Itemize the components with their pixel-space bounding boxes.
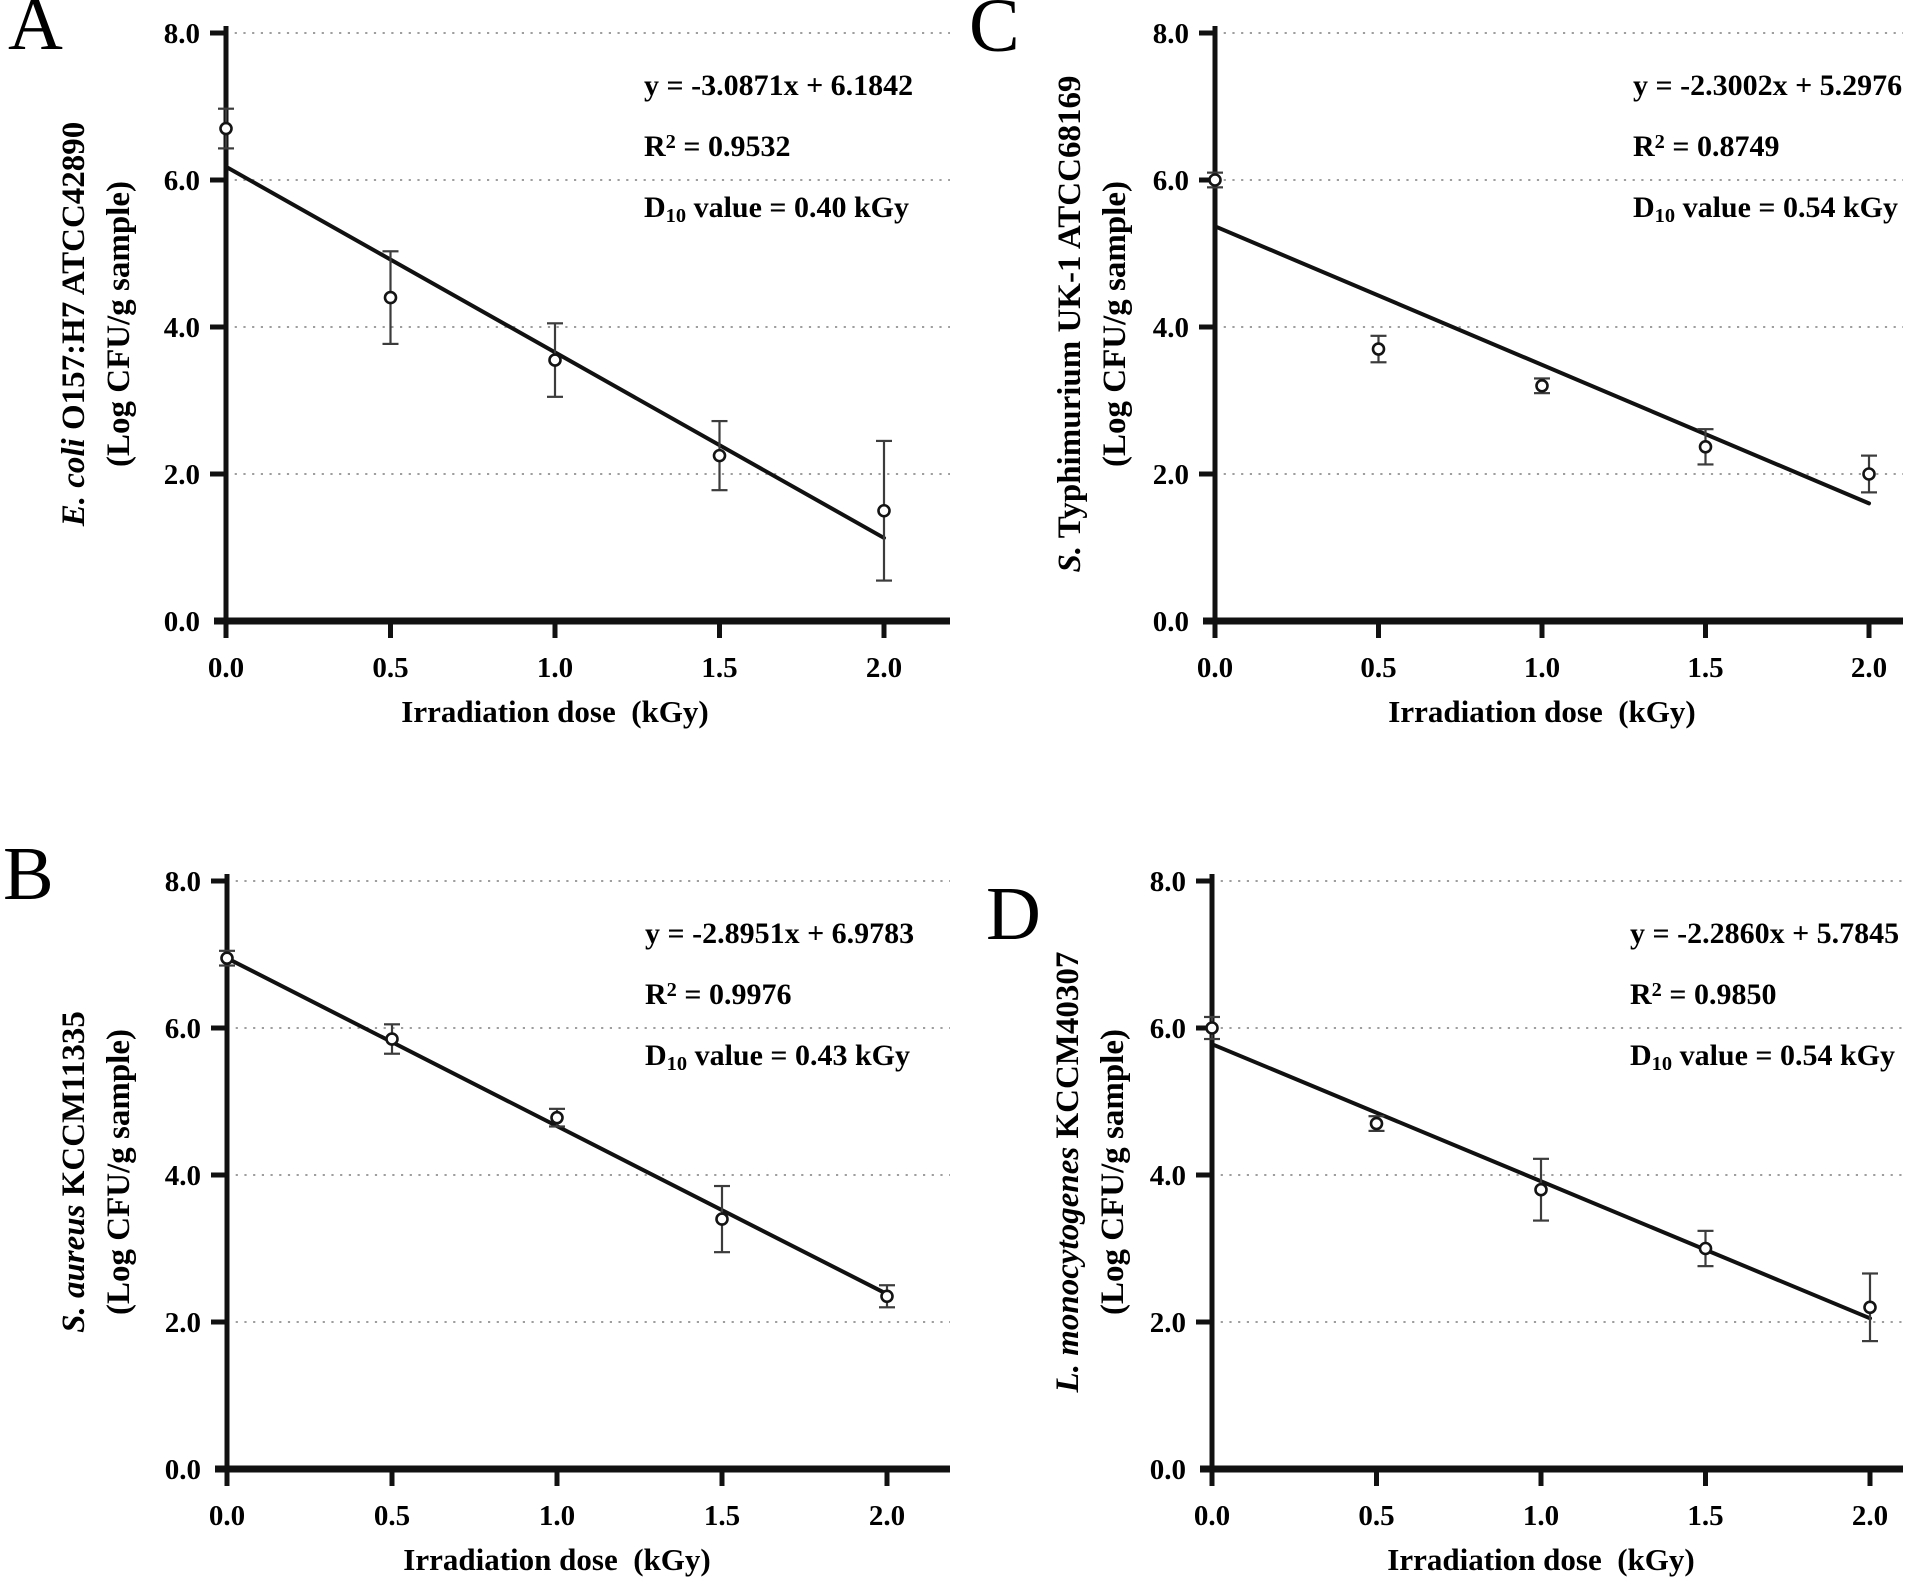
svg-text:1.0: 1.0 [1524, 652, 1560, 684]
svg-text:2.0: 2.0 [866, 652, 902, 684]
svg-text:0.5: 0.5 [372, 652, 408, 684]
y-axis-label-a-line1: E. coli O157:H7 ATCC42890 [52, 122, 97, 527]
y-axis-label-b: S. aureus KCCM11335 (Log CFU/g sample) [52, 1011, 142, 1333]
svg-text:8.0: 8.0 [1153, 18, 1189, 50]
regression-equation-c: y = -2.3002x + 5.2976 [1633, 69, 1903, 102]
svg-text:4.0: 4.0 [1150, 1160, 1186, 1192]
organism-name-a: E. coli [56, 438, 92, 527]
d10-value-a: D10 value = 0.40 kGy [644, 191, 910, 227]
regression-equation-d: y = -2.2860x + 5.7845 [1630, 917, 1900, 950]
d10-value-d: D10 value = 0.54 kGy [1630, 1039, 1896, 1075]
y-axis-label-a-line2: (Log CFU/g sample) [101, 181, 137, 467]
svg-text:1.0: 1.0 [537, 652, 573, 684]
y-axis-label-c-line2: (Log CFU/g sample) [1097, 181, 1133, 467]
y-axis-label-d-line2: (Log CFU/g sample) [1095, 1029, 1131, 1315]
svg-text:8.0: 8.0 [164, 18, 200, 50]
r-squared-a: R2 = 0.9532 [644, 130, 791, 163]
svg-text:8.0: 8.0 [1150, 866, 1186, 898]
svg-text:1.5: 1.5 [1687, 1500, 1723, 1532]
plot-area-d: 0.0 2.0 4.0 6.0 8.0 0.0 0.5 1.0 1.5 2.0 [1150, 866, 1903, 1532]
svg-text:1.0: 1.0 [539, 1500, 575, 1532]
svg-text:0.5: 0.5 [1360, 652, 1396, 684]
y-axis-label-a: E. coli O157:H7 ATCC42890 (Log CFU/g sam… [52, 122, 142, 527]
svg-text:0.0: 0.0 [1150, 1454, 1186, 1486]
svg-text:4.0: 4.0 [1153, 312, 1189, 344]
svg-text:6.0: 6.0 [165, 1013, 201, 1045]
svg-text:1.5: 1.5 [1687, 652, 1723, 684]
organism-name-c: S. [1052, 545, 1088, 573]
panel-letter-b: B [3, 832, 54, 916]
plot-area-a: 0.0 2.0 4.0 6.0 8.0 0.0 0.5 1.0 1.5 2.0 [164, 18, 950, 684]
d10-value-b: D10 value = 0.43 kGy [645, 1039, 911, 1075]
svg-text:6.0: 6.0 [164, 165, 200, 197]
x-axis-title-b: Irradiation dose (kGy) [403, 1542, 711, 1577]
x-axis-title-a: Irradiation dose (kGy) [401, 694, 709, 729]
regression-equation-a: y = -3.0871x + 6.1842 [644, 69, 914, 102]
svg-text:2.0: 2.0 [164, 459, 200, 491]
organism-name-d: L. monocytogenes [1050, 1146, 1086, 1393]
plot-area-b: 0.0 2.0 4.0 6.0 8.0 0.0 0.5 1.0 1.5 2.0 [165, 866, 950, 1532]
svg-text:0.0: 0.0 [1153, 606, 1189, 638]
svg-text:4.0: 4.0 [165, 1160, 201, 1192]
y-axis-label-d: L. monocytogenes KCCM40307 (Log CFU/g sa… [1046, 952, 1136, 1393]
svg-text:2.0: 2.0 [1150, 1307, 1186, 1339]
equation-block-d: y = -2.2860x + 5.7845 R2 = 0.9850 D10 va… [1630, 903, 1899, 1086]
organism-name-b: S. aureus [56, 1204, 92, 1333]
svg-text:0.0: 0.0 [208, 652, 244, 684]
svg-text:0.5: 0.5 [374, 1500, 410, 1532]
d10-value-c: D10 value = 0.54 kGy [1633, 191, 1899, 227]
svg-text:0.5: 0.5 [1358, 1500, 1394, 1532]
svg-text:0.0: 0.0 [1194, 1500, 1230, 1532]
panel-a: 0.0 2.0 4.0 6.0 8.0 0.0 0.5 1.0 1.5 2.0 A E. coli… [0, 0, 953, 790]
svg-text:2.0: 2.0 [869, 1500, 905, 1532]
svg-text:0.0: 0.0 [1197, 652, 1233, 684]
svg-text:1.5: 1.5 [704, 1500, 740, 1532]
y-axis-label-b-line2: (Log CFU/g sample) [101, 1029, 137, 1315]
panel-letter-c: C [969, 0, 1020, 68]
panel-letter-d: D [986, 872, 1041, 956]
panel-letter-a: A [8, 0, 63, 66]
x-axis-title-c: Irradiation dose (kGy) [1388, 694, 1696, 729]
svg-text:1.5: 1.5 [701, 652, 737, 684]
strain-id-a: O157:H7 ATCC42890 [56, 121, 92, 439]
svg-text:6.0: 6.0 [1150, 1013, 1186, 1045]
strain-id-d: KCCM40307 [1050, 951, 1086, 1147]
svg-text:2.0: 2.0 [1153, 459, 1189, 491]
svg-text:2.0: 2.0 [165, 1307, 201, 1339]
y-axis-label-c: S. Typhimurium UK-1 ATCC68169 (Log CFU/g… [1048, 76, 1138, 573]
x-axis-title-d: Irradiation dose (kGy) [1387, 1542, 1695, 1577]
svg-text:6.0: 6.0 [1153, 165, 1189, 197]
svg-text:4.0: 4.0 [164, 312, 200, 344]
svg-text:0.0: 0.0 [164, 606, 200, 638]
strain-id-b: KCCM11335 [56, 1011, 92, 1205]
svg-text:2.0: 2.0 [1852, 1500, 1888, 1532]
panel-d: 0.0 2.0 4.0 6.0 8.0 0.0 0.5 1.0 1.5 2.0 D L. mono… [953, 848, 1906, 1587]
plot-area-c: 0.0 2.0 4.0 6.0 8.0 0.0 0.5 1.0 1.5 2.0 [1153, 18, 1903, 684]
r-squared-c: R2 = 0.8749 [1633, 130, 1780, 163]
y-axis-label-c-line1: S. Typhimurium UK-1 ATCC68169 [1048, 76, 1093, 573]
regression-equation-b: y = -2.8951x + 6.9783 [645, 917, 915, 950]
r-squared-d: R2 = 0.9850 [1630, 978, 1777, 1011]
strain-id-c: Typhimurium UK-1 ATCC68169 [1052, 75, 1088, 546]
svg-text:0.0: 0.0 [209, 1500, 245, 1532]
equation-block-c: y = -2.3002x + 5.2976 R2 = 0.8749 D10 va… [1633, 55, 1902, 238]
y-axis-label-b-line1: S. aureus KCCM11335 [52, 1011, 97, 1333]
svg-text:8.0: 8.0 [165, 866, 201, 898]
equation-block-b: y = -2.8951x + 6.9783 R2 = 0.9976 D10 va… [645, 903, 914, 1086]
svg-text:2.0: 2.0 [1851, 652, 1887, 684]
r-squared-b: R2 = 0.9976 [645, 978, 792, 1011]
equation-block-a: y = -3.0871x + 6.1842 R2 = 0.9532 D10 va… [644, 55, 913, 238]
svg-text:0.0: 0.0 [165, 1454, 201, 1486]
panel-b: 0.0 2.0 4.0 6.0 8.0 0.0 0.5 1.0 1.5 2.0 B S. aure… [0, 836, 953, 1587]
y-axis-label-d-line1: L. monocytogenes KCCM40307 [1046, 952, 1091, 1393]
panel-c: 0.0 2.0 4.0 6.0 8.0 0.0 0.5 1.0 1.5 2.0 C S. Typh… [953, 0, 1906, 790]
svg-text:1.0: 1.0 [1523, 1500, 1559, 1532]
